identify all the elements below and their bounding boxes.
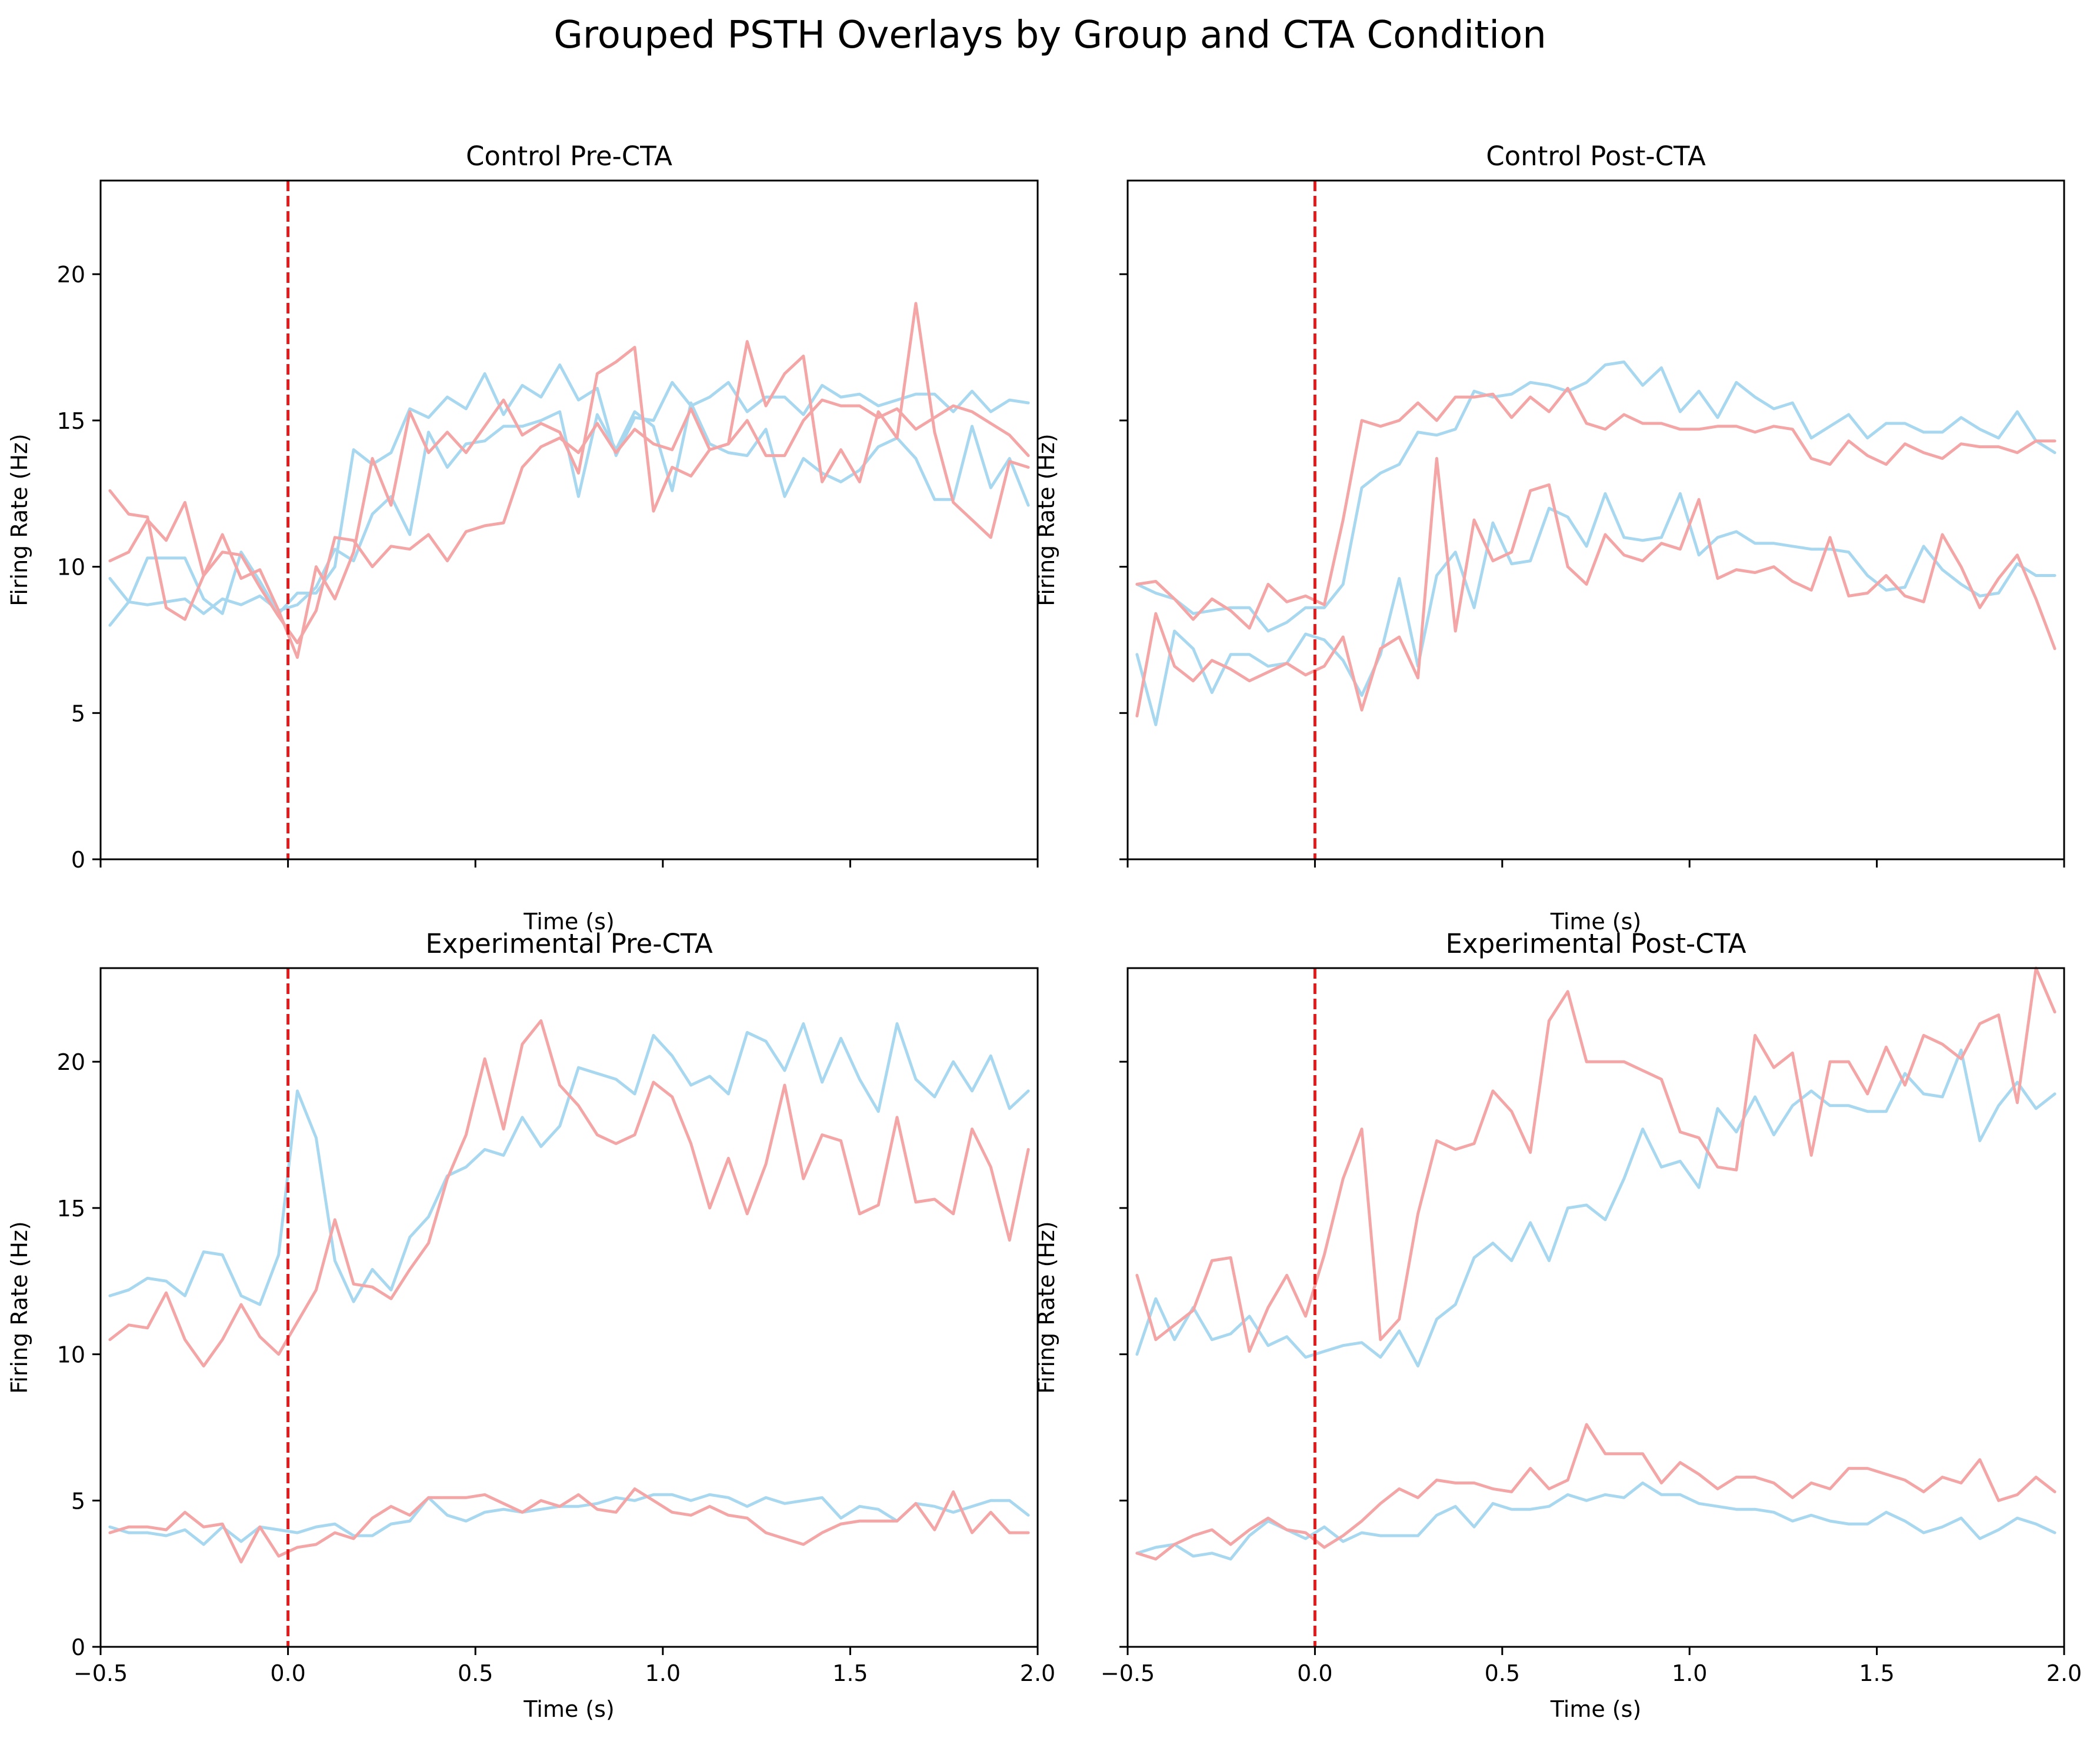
subplot-title: Control Post-CTA bbox=[1486, 141, 1706, 172]
panel-experimental-pre-cta: −0.5 0.0 0.5 1.0 1.5 2.0 0 5 10 15 20 Experimental … bbox=[6, 928, 1055, 1722]
series-line-blue-1 bbox=[1135, 360, 2056, 633]
y-axis-label: Firing Rate (Hz) bbox=[1034, 1221, 1059, 1394]
series-line-red-3 bbox=[108, 302, 1030, 659]
x-axis-label: Time (s) bbox=[523, 909, 615, 935]
y-tick-label: 5 bbox=[71, 1488, 85, 1514]
y-tick-label: 15 bbox=[57, 408, 85, 434]
x-tick-label: −0.5 bbox=[1101, 1660, 1155, 1686]
panel-control-post-cta: Control Post-CTA Time (s) Firing Rate (Hz) bbox=[1034, 141, 2065, 935]
x-tick-label: 2.0 bbox=[2046, 1660, 2082, 1686]
series-line-blue-1 bbox=[108, 363, 1030, 615]
series-line-blue-2 bbox=[108, 1493, 1030, 1546]
axes-frame bbox=[99, 967, 1039, 1648]
y-tick-label: 5 bbox=[71, 700, 85, 726]
series-line-red-4 bbox=[1135, 1423, 2056, 1561]
figure-title: Grouped PSTH Overlays by Group and CTA C… bbox=[554, 14, 1546, 57]
series-group bbox=[108, 302, 1030, 659]
series-line-red-4 bbox=[108, 398, 1030, 645]
x-axis-label: Time (s) bbox=[523, 1696, 615, 1722]
panel-control-pre-cta: 0 5 10 15 20 Control Pre-CTA Time (s) Firing Ra… bbox=[6, 141, 1039, 935]
x-tick-label: −0.5 bbox=[74, 1660, 128, 1686]
series-line-blue-2 bbox=[108, 401, 1030, 627]
axes-frame bbox=[1126, 179, 2065, 860]
y-tick-label: 15 bbox=[57, 1196, 85, 1222]
axes-frame bbox=[99, 179, 1039, 860]
subplot-title: Experimental Pre-CTA bbox=[425, 928, 713, 959]
series-line-blue-2 bbox=[1135, 492, 2056, 726]
y-axis-label: Firing Rate (Hz) bbox=[1034, 433, 1059, 606]
y-tick-label: 20 bbox=[57, 262, 85, 288]
x-axis-label: Time (s) bbox=[1550, 1696, 1642, 1722]
series-group bbox=[1135, 966, 2056, 1561]
x-tick-label: 2.0 bbox=[1020, 1660, 1055, 1686]
y-tick-label: 20 bbox=[57, 1049, 85, 1075]
x-tick-label: 1.0 bbox=[645, 1660, 681, 1686]
x-tick-label: 1.0 bbox=[1672, 1660, 1707, 1686]
x-tick-label: 0.5 bbox=[1485, 1660, 1520, 1686]
series-group bbox=[1135, 360, 2056, 726]
y-axis-label: Firing Rate (Hz) bbox=[6, 1221, 32, 1394]
x-tick-label: 0.5 bbox=[458, 1660, 493, 1686]
x-axis-label: Time (s) bbox=[1550, 909, 1642, 935]
series-line-red-3 bbox=[1135, 966, 2056, 1353]
series-line-blue-1 bbox=[108, 1022, 1030, 1306]
panel-experimental-post-cta: −0.5 0.0 0.5 1.0 1.5 2.0 Experimental Post-CTA… bbox=[1034, 928, 2082, 1722]
series-group bbox=[108, 1019, 1030, 1564]
y-axis-label: Firing Rate (Hz) bbox=[6, 433, 32, 606]
axes-frame bbox=[1126, 967, 2065, 1648]
x-tick-label: 1.5 bbox=[1859, 1660, 1894, 1686]
series-line-red-3 bbox=[1135, 386, 2056, 630]
x-tick-label: 0.0 bbox=[270, 1660, 305, 1686]
y-tick-label: 0 bbox=[71, 1634, 85, 1660]
subplot-title: Experimental Post-CTA bbox=[1446, 928, 1746, 959]
x-tick-label: 1.5 bbox=[832, 1660, 868, 1686]
y-tick-label: 0 bbox=[71, 847, 85, 873]
subplot-title: Control Pre-CTA bbox=[466, 141, 672, 172]
series-line-blue-1 bbox=[1135, 1048, 2056, 1367]
y-tick-label: 10 bbox=[57, 555, 85, 581]
y-tick-label: 10 bbox=[57, 1342, 85, 1368]
series-line-red-3 bbox=[108, 1019, 1030, 1367]
series-line-red-4 bbox=[108, 1487, 1030, 1564]
series-line-red-4 bbox=[1135, 457, 2056, 718]
x-tick-label: 0.0 bbox=[1297, 1660, 1332, 1686]
